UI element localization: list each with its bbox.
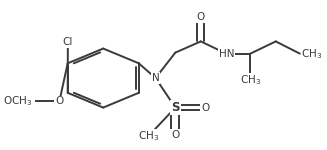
Text: OCH$_3$: OCH$_3$: [5, 94, 34, 108]
Text: N: N: [152, 73, 160, 83]
Text: O: O: [197, 12, 205, 22]
Text: O: O: [55, 96, 63, 106]
Text: CH$_3$: CH$_3$: [240, 73, 261, 87]
Text: O: O: [171, 130, 180, 140]
Text: OCH$_3$: OCH$_3$: [3, 94, 32, 108]
Text: OCH$_3$: OCH$_3$: [5, 94, 34, 108]
Text: CH$_3$: CH$_3$: [138, 129, 159, 143]
Text: O: O: [201, 103, 209, 112]
Text: Cl: Cl: [63, 38, 73, 47]
Text: HN: HN: [218, 49, 234, 59]
Text: O: O: [55, 96, 63, 106]
Text: S: S: [171, 101, 180, 114]
Text: CH$_3$: CH$_3$: [301, 47, 322, 60]
